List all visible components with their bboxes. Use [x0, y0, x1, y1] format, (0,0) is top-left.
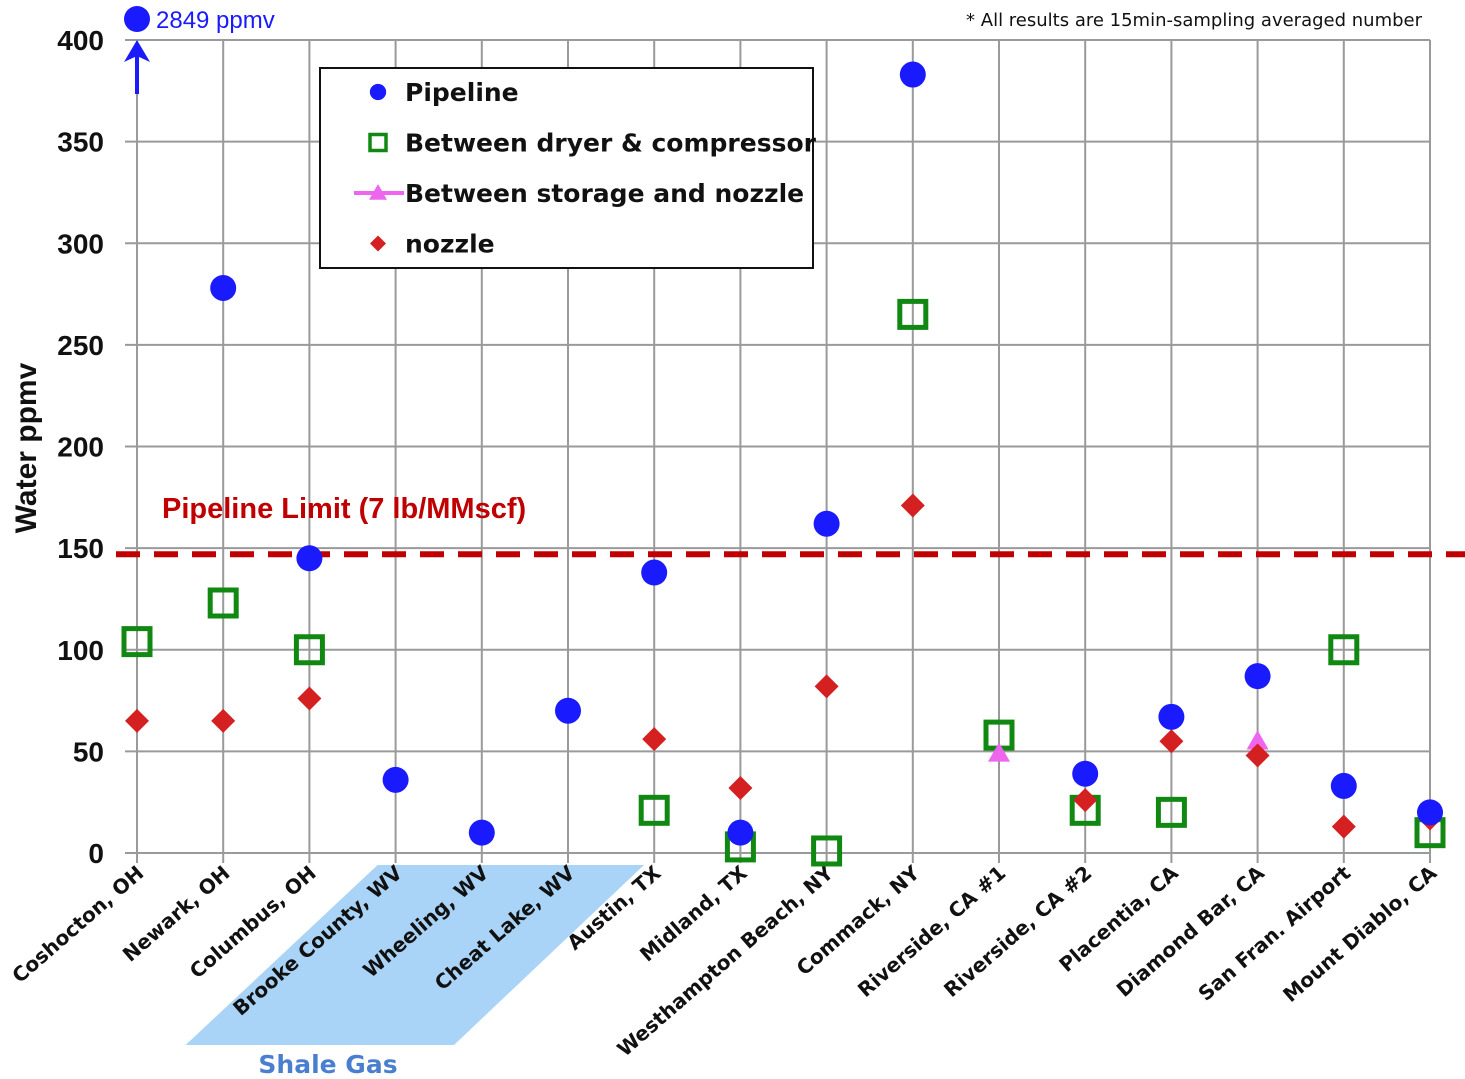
series-nozzle	[125, 493, 1442, 839]
series-between-storage-and-nozzle	[988, 730, 1269, 762]
point-between-dryer-compressor-san-fran-airport	[1328, 634, 1360, 666]
point-between-dryer-compressor-coshocton-oh	[121, 626, 153, 658]
point-pipeline-austin-tx	[641, 559, 668, 586]
point-nozzle-westhampton-beach-ny	[814, 674, 839, 699]
outlier-arrow-head	[124, 40, 150, 62]
y-axis-label: Water ppmv	[10, 362, 43, 533]
point-pipeline-san-fran-airport	[1330, 772, 1357, 799]
x-tick-mount-diablo-ca: Mount Diablo, CA	[1278, 860, 1441, 1007]
series-layer	[121, 6, 1446, 867]
x-tick-coshocton-oh: Coshocton, OH	[7, 861, 148, 988]
x-tick-riverside-ca-1: Riverside, CA #1	[853, 861, 1010, 1002]
legend-box	[319, 67, 814, 269]
y-tick-300: 300	[57, 228, 104, 259]
x-tick-san-fran-airport: San Fran. Airport	[1193, 860, 1355, 1005]
legend-label-between-storage-and-nozzle: Between storage and nozzle	[405, 179, 804, 208]
point-pipeline-brooke-county-wv	[382, 766, 409, 793]
y-tick-150: 150	[57, 533, 104, 564]
point-between-storage-and-nozzle-diamond-bar-ca	[1246, 730, 1269, 750]
point-nozzle-riverside-ca-2	[1073, 788, 1098, 813]
y-tick-50: 50	[73, 736, 104, 767]
point-pipeline-newark-oh	[210, 274, 237, 301]
point-pipeline-midland-tx	[727, 819, 754, 846]
shale-gas-band	[185, 865, 644, 1045]
y-tick-0: 0	[88, 838, 104, 869]
point-nozzle-placentia-ca	[1159, 729, 1184, 754]
point-between-dryer-compressor-placentia-ca	[1155, 796, 1187, 828]
point-pipeline-commack-ny	[899, 61, 926, 88]
y-tick-250: 250	[57, 330, 104, 361]
y-tick-100: 100	[57, 635, 104, 666]
point-pipeline-columbus-oh	[296, 545, 323, 572]
point-nozzle-newark-oh	[211, 708, 236, 733]
y-tick-400: 400	[57, 25, 104, 56]
point-nozzle-midland-tx	[728, 775, 753, 800]
point-between-dryer-compressor-newark-oh	[207, 587, 239, 619]
legend-marker-nozzle	[370, 235, 386, 252]
point-pipeline-riverside-ca-2	[1072, 760, 1099, 787]
point-nozzle-commack-ny	[900, 493, 925, 518]
legend-label-between-dryer-compressor: Between dryer & compressor	[405, 129, 817, 158]
point-between-dryer-compressor-commack-ny	[897, 298, 929, 330]
point-nozzle-austin-tx	[642, 727, 667, 752]
shale-gas-band-layer	[185, 865, 644, 1045]
legend-label-pipeline: Pipeline	[405, 78, 519, 107]
point-nozzle-columbus-oh	[297, 686, 322, 711]
series-pipeline	[124, 6, 1443, 846]
legend-marker-between-dryer-compressor	[368, 132, 388, 153]
sampling-note: * All results are 15min-sampling average…	[966, 10, 1423, 31]
x-tick-diamond-bar-ca: Diamond Bar, CA	[1112, 860, 1270, 1001]
point-between-storage-and-nozzle-riverside-ca-1	[988, 742, 1010, 762]
legend-marker-pipeline	[369, 83, 387, 101]
shale-gas-label: Shale Gas	[258, 1050, 397, 1079]
y-tick-200: 200	[57, 432, 104, 463]
pipeline-limit-label: Pipeline Limit (7 lb/MMscf)	[162, 493, 526, 525]
point-pipeline-diamond-bar-ca	[1244, 663, 1271, 690]
point-between-dryer-compressor-westhampton-beach-ny	[811, 835, 843, 867]
x-tick-riverside-ca-2: Riverside, CA #2	[939, 861, 1096, 1002]
point-pipeline-mount-diablo-ca	[1417, 799, 1443, 826]
point-pipeline-cheat-lake-wv	[555, 697, 581, 724]
y-tick-labels: 0 50 100 150 200 250 300 350 400	[57, 25, 104, 869]
point-nozzle-coshocton-oh	[125, 708, 149, 733]
point-pipeline-placentia-ca	[1158, 703, 1185, 730]
point-pipeline-westhampton-beach-ny	[813, 510, 840, 537]
series-between-dryer-compressor	[121, 298, 1446, 867]
point-nozzle-diamond-bar-ca	[1245, 743, 1270, 768]
y-tick-350: 350	[57, 127, 104, 158]
point-between-dryer-compressor-austin-tx	[638, 794, 670, 826]
legend: Pipeline Between dryer & compressor Betwee…	[319, 67, 817, 269]
point-pipeline-wheeling-wv	[468, 819, 495, 846]
legend-marker-between-storage-and-nozzle	[369, 184, 387, 200]
point-pipeline-coshocton-oh	[124, 6, 150, 32]
point-nozzle-san-fran-airport	[1331, 814, 1356, 839]
outlier-label: 2849 ppmv	[156, 7, 275, 34]
legend-label-nozzle: nozzle	[405, 230, 495, 259]
point-between-dryer-compressor-columbus-oh	[293, 634, 325, 666]
